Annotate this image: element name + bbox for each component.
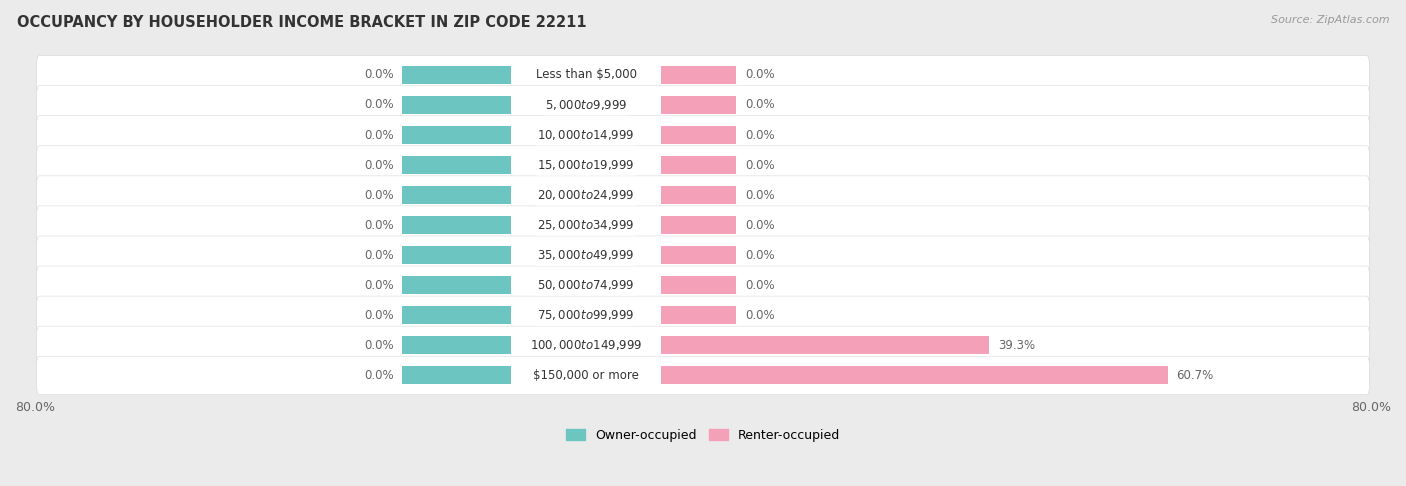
Text: 0.0%: 0.0% <box>745 189 775 202</box>
Text: 0.0%: 0.0% <box>364 309 394 322</box>
FancyBboxPatch shape <box>37 296 1369 334</box>
Text: $10,000 to $14,999: $10,000 to $14,999 <box>537 128 636 142</box>
Text: 0.0%: 0.0% <box>364 158 394 172</box>
Bar <box>661 246 737 264</box>
FancyBboxPatch shape <box>37 266 1369 305</box>
Bar <box>661 156 737 174</box>
Bar <box>661 66 737 84</box>
Text: 39.3%: 39.3% <box>998 339 1035 352</box>
Legend: Owner-occupied, Renter-occupied: Owner-occupied, Renter-occupied <box>561 424 845 447</box>
Text: Source: ZipAtlas.com: Source: ZipAtlas.com <box>1271 15 1389 25</box>
Text: $100,000 to $149,999: $100,000 to $149,999 <box>530 338 643 352</box>
Bar <box>402 96 510 114</box>
FancyBboxPatch shape <box>37 236 1369 275</box>
Text: $75,000 to $99,999: $75,000 to $99,999 <box>537 308 636 322</box>
FancyBboxPatch shape <box>37 326 1369 364</box>
Text: 0.0%: 0.0% <box>364 189 394 202</box>
Bar <box>402 66 510 84</box>
FancyBboxPatch shape <box>37 86 1369 124</box>
Bar <box>661 126 737 144</box>
Text: 0.0%: 0.0% <box>364 128 394 141</box>
Bar <box>402 246 510 264</box>
Text: Less than $5,000: Less than $5,000 <box>536 69 637 82</box>
Text: 0.0%: 0.0% <box>364 69 394 82</box>
Text: 0.0%: 0.0% <box>745 309 775 322</box>
FancyBboxPatch shape <box>37 356 1369 395</box>
FancyBboxPatch shape <box>37 176 1369 214</box>
Bar <box>661 366 1168 384</box>
Text: $150,000 or more: $150,000 or more <box>533 369 640 382</box>
Bar <box>402 276 510 294</box>
FancyBboxPatch shape <box>37 56 1369 94</box>
Text: 0.0%: 0.0% <box>364 249 394 261</box>
Text: 0.0%: 0.0% <box>745 69 775 82</box>
FancyBboxPatch shape <box>37 116 1369 154</box>
Text: $25,000 to $34,999: $25,000 to $34,999 <box>537 218 636 232</box>
Text: $15,000 to $19,999: $15,000 to $19,999 <box>537 158 636 172</box>
Text: 0.0%: 0.0% <box>745 128 775 141</box>
Bar <box>661 306 737 324</box>
Text: 0.0%: 0.0% <box>745 279 775 292</box>
Bar <box>402 306 510 324</box>
Text: $20,000 to $24,999: $20,000 to $24,999 <box>537 188 636 202</box>
Bar <box>402 336 510 354</box>
Text: $35,000 to $49,999: $35,000 to $49,999 <box>537 248 636 262</box>
Bar <box>402 126 510 144</box>
Bar <box>661 96 737 114</box>
Bar <box>402 156 510 174</box>
Bar <box>402 216 510 234</box>
Text: 0.0%: 0.0% <box>745 99 775 111</box>
Text: 0.0%: 0.0% <box>745 219 775 232</box>
Text: OCCUPANCY BY HOUSEHOLDER INCOME BRACKET IN ZIP CODE 22211: OCCUPANCY BY HOUSEHOLDER INCOME BRACKET … <box>17 15 586 30</box>
Text: 0.0%: 0.0% <box>364 369 394 382</box>
Bar <box>661 336 990 354</box>
Bar <box>661 276 737 294</box>
Text: 0.0%: 0.0% <box>364 339 394 352</box>
Bar <box>402 366 510 384</box>
Text: $50,000 to $74,999: $50,000 to $74,999 <box>537 278 636 292</box>
Text: 0.0%: 0.0% <box>745 249 775 261</box>
Text: $5,000 to $9,999: $5,000 to $9,999 <box>546 98 627 112</box>
Text: 0.0%: 0.0% <box>364 99 394 111</box>
FancyBboxPatch shape <box>37 206 1369 244</box>
Bar <box>661 216 737 234</box>
Text: 0.0%: 0.0% <box>745 158 775 172</box>
Text: 60.7%: 60.7% <box>1177 369 1213 382</box>
Bar <box>661 186 737 204</box>
Bar <box>402 186 510 204</box>
FancyBboxPatch shape <box>37 146 1369 184</box>
Text: 0.0%: 0.0% <box>364 219 394 232</box>
Text: 0.0%: 0.0% <box>364 279 394 292</box>
